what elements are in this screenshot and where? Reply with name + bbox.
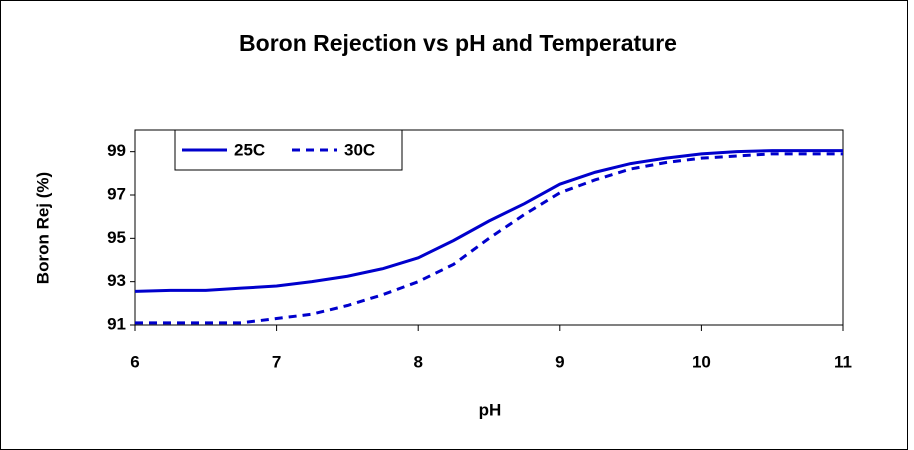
y-tick-label: 91 bbox=[107, 314, 126, 333]
legend-label: 25C bbox=[234, 140, 265, 159]
series-line bbox=[135, 152, 843, 325]
y-axis-label: Boron Rej (%) bbox=[33, 172, 52, 284]
x-tick-label: 7 bbox=[272, 352, 281, 371]
y-tick-label: 97 bbox=[107, 184, 126, 203]
x-tick-label: 6 bbox=[130, 352, 139, 371]
x-tick-label: 8 bbox=[413, 352, 422, 371]
x-tick-label: 11 bbox=[834, 352, 852, 371]
x-tick-label: 9 bbox=[555, 352, 564, 371]
series-line bbox=[134, 149, 843, 293]
x-tick-label: 10 bbox=[692, 352, 711, 371]
chart-title: Boron Rejection vs pH and Temperature bbox=[239, 30, 677, 56]
x-axis-label: pH bbox=[479, 400, 502, 419]
y-tick-label: 95 bbox=[107, 228, 126, 247]
legend-label: 30C bbox=[344, 140, 375, 159]
y-tick-label: 93 bbox=[107, 271, 126, 290]
y-tick-label: 99 bbox=[107, 141, 126, 160]
